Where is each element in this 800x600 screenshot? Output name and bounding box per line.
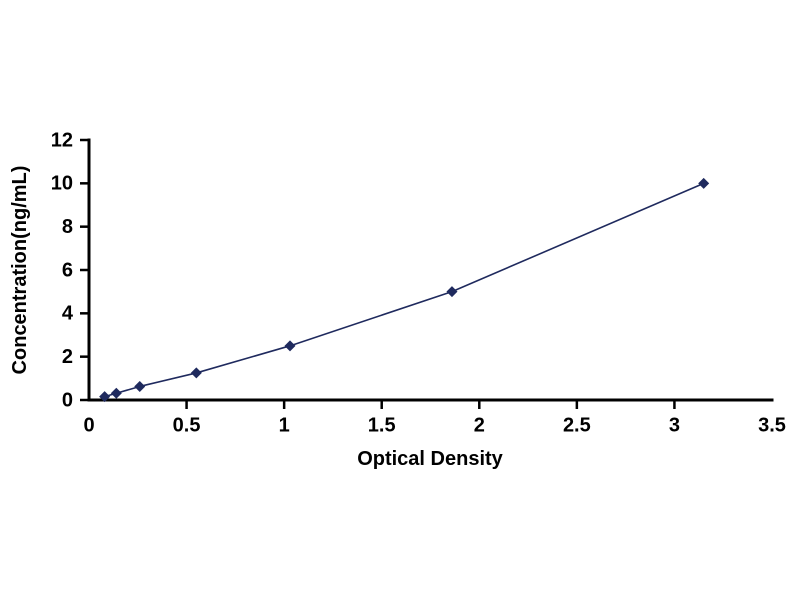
y-tick-label: 10 <box>51 173 73 195</box>
x-tick-label: 1.5 <box>368 415 396 437</box>
x-tick-label: 0.5 <box>173 415 201 437</box>
y-axis-ticks <box>80 138 89 402</box>
y-tick-label: 12 <box>51 129 73 151</box>
x-tick-label: 3 <box>669 415 680 437</box>
data-point-marker <box>698 177 710 189</box>
x-tick-label: 0 <box>83 415 94 437</box>
axis-lines <box>87 138 774 402</box>
x-tick-labels: 0 0.5 1 1.5 2 2.5 3 3.5 <box>83 415 785 437</box>
data-point-marker <box>190 367 202 379</box>
y-tick-label: 6 <box>62 259 73 281</box>
y-tick-label: 2 <box>62 346 73 368</box>
y-tick-label: 4 <box>62 303 74 325</box>
y-tick-labels: 0 2 4 6 8 10 12 <box>51 129 74 411</box>
y-axis-title: Concentration(ng/mL) <box>9 166 31 375</box>
x-tick-label: 2.5 <box>563 415 591 437</box>
y-tick-label: 0 <box>62 389 73 411</box>
data-point-marker <box>99 391 111 403</box>
series-markers <box>99 177 710 403</box>
data-point-marker <box>110 387 122 399</box>
x-tick-label: 2 <box>474 415 485 437</box>
data-point-marker <box>134 380 146 392</box>
y-tick-label: 8 <box>62 216 73 238</box>
x-tick-label: 1 <box>279 415 290 437</box>
data-point-marker <box>284 340 296 352</box>
x-axis-title: Optical Density <box>357 448 503 470</box>
x-tick-label: 3.5 <box>758 415 786 437</box>
data-point-marker <box>446 286 458 298</box>
